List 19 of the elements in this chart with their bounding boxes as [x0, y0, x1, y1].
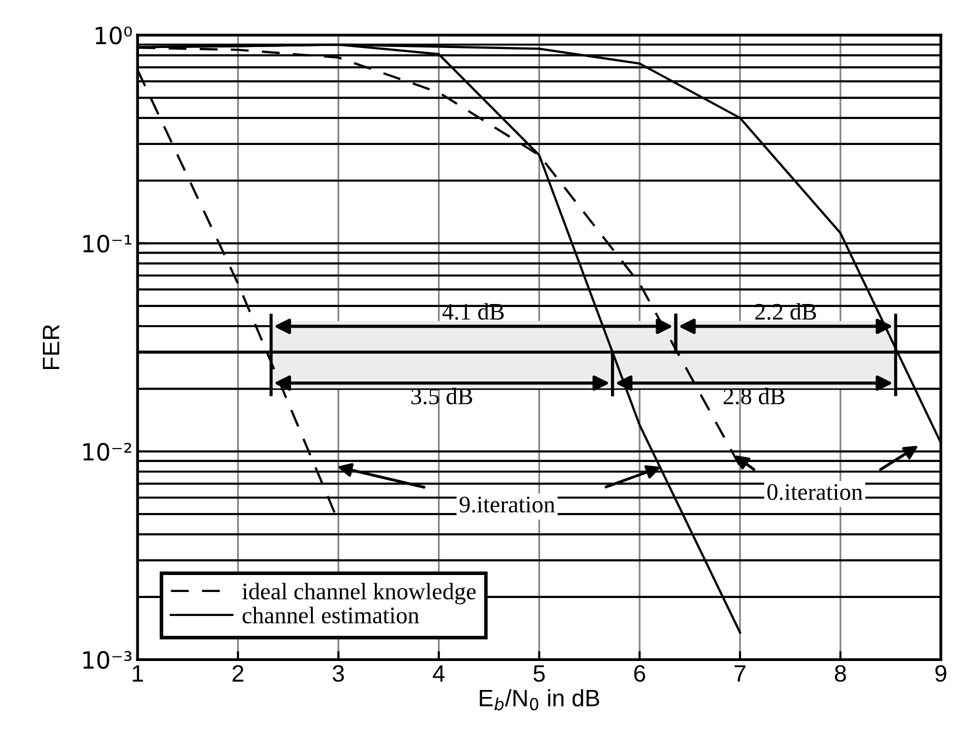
- x-tick-label: 8: [834, 665, 846, 682]
- legend-label: channel estimation: [242, 606, 420, 624]
- x-tick-label: 3: [332, 665, 344, 682]
- y-tick-label: 10⁰: [96, 26, 132, 44]
- annotation: 9.iteration: [460, 496, 555, 513]
- x-tick-label: 2: [232, 665, 244, 682]
- x-tick-label: 7: [734, 665, 746, 682]
- x-tick-label: 1: [132, 665, 143, 682]
- x-tick-label: 5: [534, 665, 545, 682]
- y-tick-label: 10⁻³: [83, 651, 132, 669]
- x-tick-label: 9: [935, 665, 946, 682]
- x-tick-label: 4: [432, 665, 445, 682]
- legend-label: ideal channel knowledge: [242, 582, 476, 604]
- x-tick-label: 6: [634, 665, 646, 682]
- y-tick-label: 10⁻¹: [83, 234, 132, 253]
- y-tick-label: 10⁻²: [83, 442, 132, 461]
- y-axis-title: FER: [42, 324, 60, 370]
- annotation: 0.iteration: [767, 484, 863, 500]
- x-axis-title: E$_{b}$/N$_{0}$ in dB: [480, 689, 600, 710]
